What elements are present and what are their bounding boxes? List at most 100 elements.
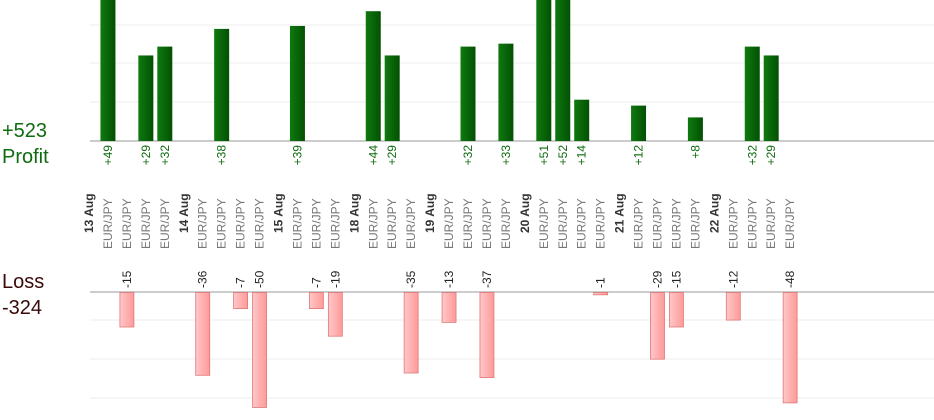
loss-bar: [403, 292, 419, 374]
date-label: 19 Aug: [423, 193, 437, 233]
profit-value-label: +14: [575, 145, 589, 166]
symbol-tick-label: EUR/JPY: [101, 198, 115, 249]
loss-total: -324: [2, 297, 42, 319]
loss-value-label: -15: [120, 270, 134, 288]
profit-bar: [138, 55, 154, 142]
loss-bar: [252, 292, 267, 408]
loss-bar: [308, 292, 324, 310]
symbol-tick-label: EUR/JPY: [404, 198, 418, 249]
loss-bar: [233, 292, 249, 310]
symbol-tick-label: EUR/JPY: [253, 198, 267, 249]
profit-bar: [289, 25, 305, 142]
profit-value-label: +12: [632, 145, 646, 166]
loss-value-label: -48: [783, 270, 797, 288]
loss-value-label: -36: [196, 270, 210, 288]
loss-bar: [593, 292, 609, 296]
loss-bar: [725, 292, 741, 321]
profit-value-label: +32: [158, 145, 172, 166]
date-label: 18 Aug: [347, 193, 361, 233]
symbol-tick-label: EUR/JPY: [215, 198, 229, 249]
symbol-tick-label: EUR/JPY: [120, 198, 134, 249]
profit-bar: [214, 28, 230, 141]
bars: [100, 0, 798, 408]
profit-bar: [100, 0, 116, 142]
symbol-tick-label: EUR/JPY: [764, 198, 778, 249]
profit-bar: [763, 55, 779, 142]
profit-bar: [555, 0, 571, 141]
profit-value-label: +32: [461, 145, 475, 166]
symbol-tick-label: EUR/JPY: [442, 198, 456, 249]
profit-bar: [498, 43, 514, 141]
date-label: 21 Aug: [613, 193, 627, 233]
symbol-tick-label: EUR/JPY: [366, 198, 380, 249]
symbol-tick-label: EUR/JPY: [575, 198, 589, 249]
date-label: 14 Aug: [177, 193, 191, 233]
loss-bar: [782, 292, 798, 404]
symbol-tick-label: EUR/JPY: [139, 198, 153, 249]
loss-value-label: -19: [328, 270, 342, 288]
labels: 13 Aug EUR/JPY +49 EUR/JPY -15 EUR/JPY +29 EUR/…: [82, 145, 797, 288]
date-label: 15 Aug: [272, 193, 286, 233]
profit-value-label: +49: [101, 145, 115, 166]
profit-bar: [460, 46, 476, 141]
date-label: 13 Aug: [82, 193, 96, 233]
loss-bar: [441, 292, 457, 323]
symbol-tick-label: EUR/JPY: [328, 198, 342, 249]
symbol-tick-label: EUR/JPY: [651, 198, 665, 249]
symbol-tick-label: EUR/JPY: [499, 198, 513, 249]
profit-bar: [157, 46, 173, 141]
profit-label: Profit: [2, 146, 49, 168]
loss-value-label: -7: [234, 277, 248, 288]
loss-value-label: -13: [442, 270, 456, 288]
loss-label: Loss: [2, 271, 44, 293]
profit-value-label: +29: [385, 145, 399, 166]
profit-value-label: +39: [290, 145, 304, 166]
profit-value-label: +29: [764, 145, 778, 166]
loss-value-label: -29: [651, 270, 665, 288]
symbol-tick-label: EUR/JPY: [385, 198, 399, 249]
profit-value-label: +44: [366, 145, 380, 166]
date-label: 22 Aug: [707, 193, 721, 233]
loss-value-label: -1: [594, 277, 608, 288]
symbol-tick-label: EUR/JPY: [745, 198, 759, 249]
profit-value-label: +52: [556, 145, 570, 166]
date-label: 20 Aug: [518, 193, 532, 233]
loss-bar: [119, 292, 135, 328]
symbol-tick-label: EUR/JPY: [783, 198, 797, 249]
symbol-tick-label: EUR/JPY: [688, 198, 702, 249]
symbol-tick-label: EUR/JPY: [726, 198, 740, 249]
symbol-tick-label: EUR/JPY: [196, 198, 210, 249]
loss-bar: [327, 292, 343, 337]
symbol-tick-label: EUR/JPY: [669, 198, 683, 249]
profit-bar: [536, 0, 552, 141]
symbol-tick-label: EUR/JPY: [290, 198, 304, 249]
profit-value-label: +29: [139, 145, 153, 166]
symbol-tick-label: EUR/JPY: [556, 198, 570, 249]
symbol-tick-label: EUR/JPY: [234, 198, 248, 249]
profit-value-label: +51: [537, 145, 551, 166]
profit-value-label: +32: [745, 145, 759, 166]
profit-value-label: +33: [499, 145, 513, 166]
symbol-tick-label: EUR/JPY: [537, 198, 551, 249]
profit-bar: [574, 99, 590, 141]
profit-value-label: +38: [215, 145, 229, 166]
symbol-tick-label: EUR/JPY: [594, 198, 608, 249]
profit-bar: [365, 11, 381, 142]
profit-bar: [687, 117, 703, 141]
profit-total: +523: [2, 120, 47, 142]
symbol-tick-label: EUR/JPY: [632, 198, 646, 249]
loss-value-label: -35: [404, 270, 418, 288]
profit-value-label: +8: [688, 145, 702, 159]
loss-value-label: -50: [253, 270, 267, 288]
profit-bar: [384, 55, 400, 142]
loss-value-label: -15: [669, 270, 683, 288]
loss-bar: [650, 292, 665, 360]
loss-bar: [479, 292, 495, 378]
profit-bar: [744, 46, 760, 141]
loss-value-label: -7: [309, 277, 323, 288]
loss-value-label: -37: [480, 270, 494, 288]
symbol-tick-label: EUR/JPY: [309, 198, 323, 249]
symbol-tick-label: EUR/JPY: [158, 198, 172, 249]
symbol-tick-label: EUR/JPY: [461, 198, 475, 249]
